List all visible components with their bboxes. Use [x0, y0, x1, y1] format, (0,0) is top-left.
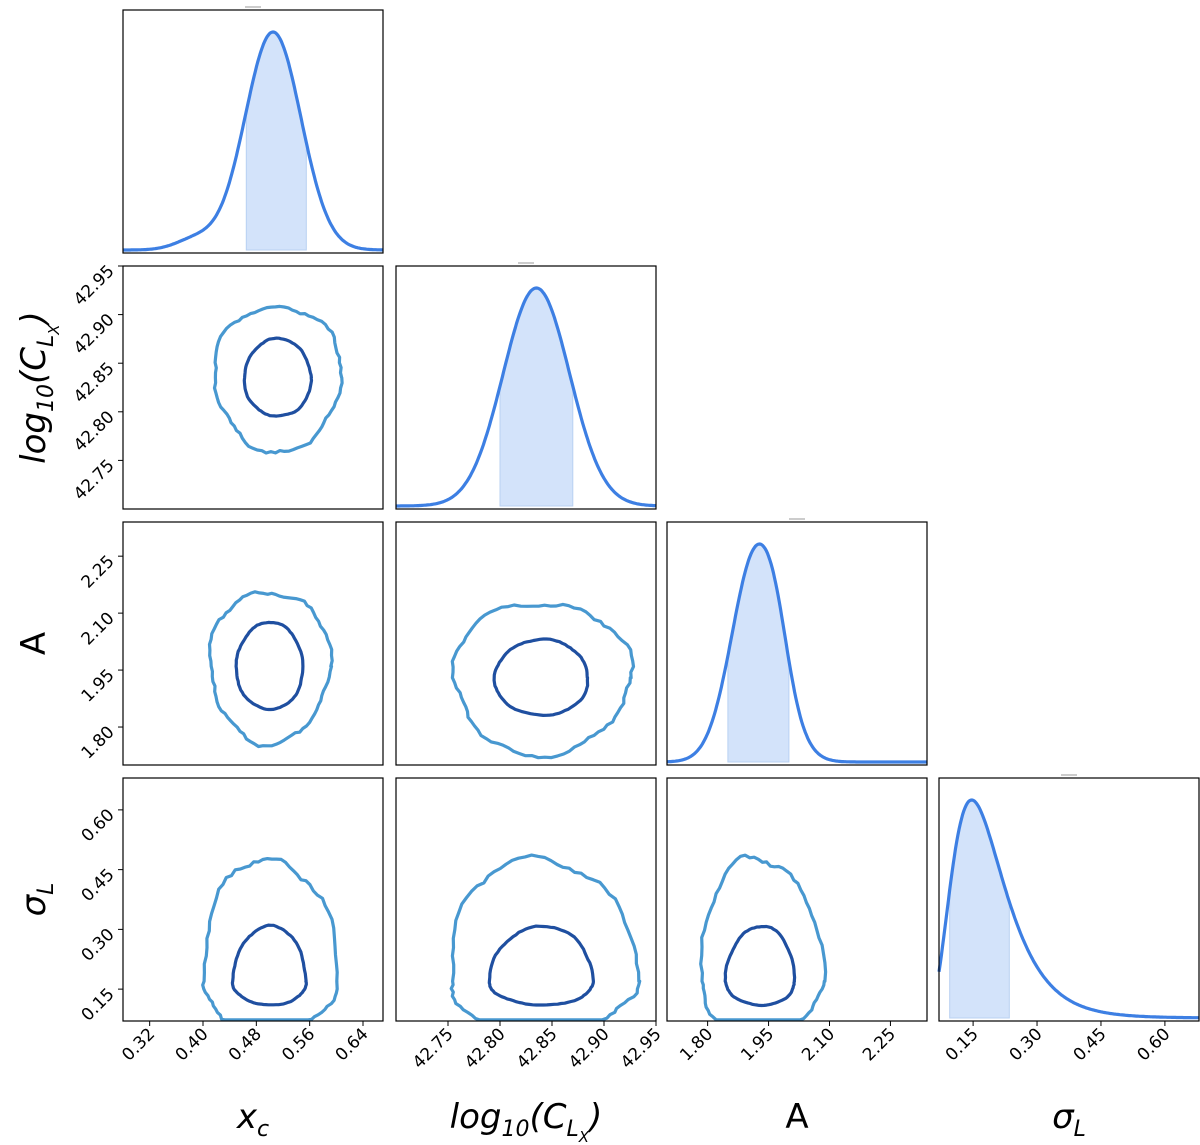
y-tick-label-sigmaL-0: 0.15	[78, 984, 119, 1025]
panel-frame-xc-logC	[122, 265, 384, 510]
x-tick-label-xc-3: 0.56	[278, 1024, 319, 1065]
contour-68-A-sigmaL	[723, 924, 797, 1008]
y-tick-label-logC-3: 42.90	[70, 310, 119, 359]
x-tick-label-logC-1: 42.80	[461, 1024, 510, 1073]
contour-68-xc-sigmaL	[230, 923, 308, 1007]
y-tick-label-logC-0: 42.75	[70, 456, 119, 505]
contour-95-A-sigmaL	[699, 853, 828, 1022]
contour-68-xc-logC	[242, 336, 314, 418]
contour-95-logC-sigmaL	[449, 853, 642, 1022]
y-axis-label-A: A	[14, 632, 54, 655]
x-axis-label-logC: log10(CLX)	[450, 1097, 603, 1145]
contour-68-logC-sigmaL	[487, 924, 595, 1007]
contour-68-xc-A	[234, 620, 305, 712]
x-tick-label-A-2: 2.10	[798, 1024, 839, 1065]
x-tick-label-logC-0: 42.75	[409, 1024, 458, 1073]
y-axis-label-logC: log10(CLX)	[14, 311, 63, 464]
ppd-curve-xc	[122, 30, 384, 252]
y-tick-label-sigmaL-1: 0.30	[78, 925, 119, 966]
x-tick-label-A-0: 1.80	[676, 1024, 717, 1065]
y-tick-label-logC-4: 42.95	[70, 261, 119, 310]
contour-95-xc-logC	[212, 304, 344, 455]
panel-frame-xc-sigmaL	[122, 777, 384, 1022]
x-tick-label-logC-2: 42.85	[513, 1024, 562, 1073]
ppd-curve-sigmaL	[937, 798, 1200, 1020]
y-tick-label-A-3: 2.25	[78, 552, 119, 593]
panel-frame-A	[666, 521, 928, 766]
ppd-curve-logC	[395, 286, 657, 508]
diagonal-panel-logC	[395, 262, 657, 510]
contour-95-xc-A	[207, 590, 334, 749]
contour-panel-xc-A	[122, 521, 384, 766]
x-tick-label-xc-0: 0.32	[118, 1024, 159, 1065]
panel-frame-logC-A	[395, 521, 657, 766]
x-axis-label-A: A	[785, 1097, 808, 1137]
x-tick-label-xc-4: 0.64	[332, 1024, 373, 1065]
y-tick-label-A-1: 1.95	[78, 665, 119, 706]
y-axis-label-sigmaL: σL	[14, 883, 59, 917]
x-tick-label-sigmaL-1: 0.30	[1006, 1024, 1047, 1065]
y-tick-label-sigmaL-2: 0.45	[78, 865, 119, 906]
x-tick-label-sigmaL-0: 0.15	[942, 1024, 983, 1065]
contour-panel-xc-sigmaL	[122, 777, 384, 1022]
y-tick-label-logC-1: 42.80	[70, 407, 119, 456]
contour-95-xc-sigmaL	[201, 857, 339, 1022]
contour-panel-xc-logC	[122, 265, 384, 510]
panel-frame-xc-A	[122, 521, 384, 766]
x-tick-label-sigmaL-2: 0.45	[1070, 1024, 1111, 1065]
panel-frame-logC-sigmaL	[395, 777, 657, 1022]
contour-panel-logC-A	[395, 521, 657, 766]
x-tick-label-logC-3: 42.90	[565, 1024, 614, 1073]
ppd-credible-fill-logC	[499, 287, 574, 507]
contour-panel-A-sigmaL	[666, 777, 928, 1022]
panel-frame-sigmaL	[938, 777, 1200, 1022]
y-tick-label-sigmaL-3: 0.60	[78, 805, 119, 846]
ppd-credible-fill-xc	[245, 31, 307, 251]
x-tick-label-A-3: 2.25	[859, 1024, 900, 1065]
x-tick-label-xc-2: 0.48	[225, 1024, 266, 1065]
panel-frame-A-sigmaL	[666, 777, 928, 1022]
x-tick-label-sigmaL-3: 0.60	[1134, 1024, 1175, 1065]
y-tick-label-A-2: 2.10	[78, 608, 119, 649]
ppd-curve-A	[666, 542, 928, 764]
x-tick-label-A-1: 1.95	[737, 1024, 778, 1065]
y-tick-label-logC-2: 42.85	[70, 359, 119, 408]
contour-panel-logC-sigmaL	[395, 777, 657, 1022]
ppd-credible-fill-A	[727, 543, 790, 763]
panel-frame-logC	[395, 265, 657, 510]
diagonal-panel-A	[666, 518, 928, 766]
y-tick-label-A-0: 1.80	[78, 722, 119, 763]
panel-frame-xc	[122, 9, 384, 254]
x-tick-label-logC-4: 42.95	[617, 1024, 666, 1073]
x-tick-label-xc-1: 0.40	[172, 1024, 213, 1065]
contour-95-logC-A	[450, 602, 636, 760]
x-axis-label-sigmaL: σL	[1052, 1097, 1086, 1142]
diagonal-panel-sigmaL	[937, 774, 1200, 1022]
contour-68-logC-A	[492, 637, 590, 717]
x-axis-label-xc: xc	[236, 1097, 269, 1142]
diagonal-panel-xc	[122, 6, 384, 254]
